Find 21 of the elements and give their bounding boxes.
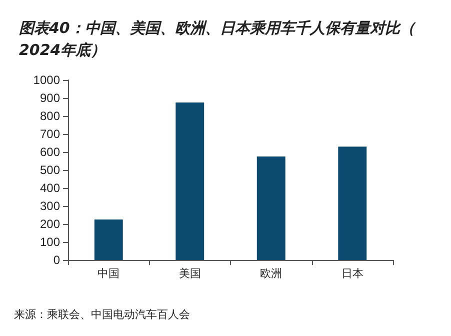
x-tick-label: 美国 xyxy=(178,267,201,280)
y-tick-label: 500 xyxy=(40,163,60,177)
y-tick-label: 800 xyxy=(40,109,60,123)
y-tick-label: 200 xyxy=(40,217,60,231)
y-tick-label: 100 xyxy=(40,235,60,249)
y-tick-label: 900 xyxy=(40,91,60,105)
bar xyxy=(256,156,286,260)
bar xyxy=(176,102,204,260)
bar xyxy=(94,220,123,260)
y-tick-label: 300 xyxy=(40,199,60,213)
y-tick-label: 400 xyxy=(40,181,60,195)
x-tick-label: 欧洲 xyxy=(260,267,282,280)
y-tick-label: 0 xyxy=(53,253,60,267)
chart-title: 图表40：中国、美国、欧洲、日本乘用车千人保有量对比（2024年底） xyxy=(19,19,416,59)
x-tick-label: 日本 xyxy=(341,267,364,280)
source-note: 来源：乘联会、中国电动汽车百人会 xyxy=(14,308,190,321)
x-tick-label: 中国 xyxy=(98,267,120,280)
y-tick-label: 600 xyxy=(40,145,60,159)
y-tick-label: 1000 xyxy=(33,73,60,87)
bar xyxy=(338,146,367,260)
y-tick-label: 700 xyxy=(40,127,60,141)
